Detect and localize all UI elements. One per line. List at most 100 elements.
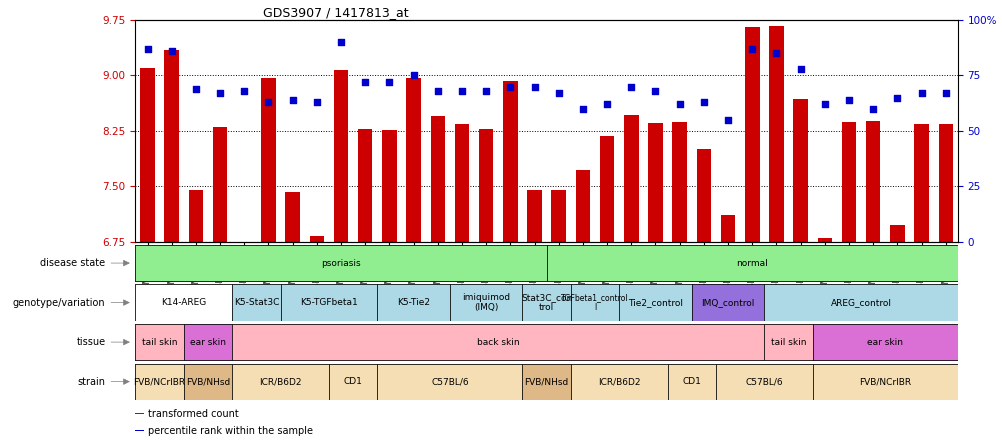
Point bbox=[526, 83, 542, 90]
Bar bbox=[720, 214, 734, 242]
Bar bbox=[812, 324, 957, 360]
Point bbox=[792, 65, 808, 72]
Bar bbox=[938, 123, 952, 242]
Point bbox=[574, 105, 590, 112]
Bar bbox=[599, 136, 614, 242]
Bar bbox=[793, 99, 807, 242]
Point bbox=[768, 50, 784, 57]
Bar bbox=[377, 364, 522, 400]
Bar bbox=[889, 225, 904, 242]
Point bbox=[236, 87, 253, 95]
Text: imiquimod
(IMQ): imiquimod (IMQ) bbox=[462, 293, 510, 312]
Point bbox=[598, 101, 614, 108]
Bar bbox=[570, 285, 618, 321]
Bar bbox=[135, 430, 144, 432]
Bar bbox=[188, 190, 203, 242]
Bar bbox=[522, 285, 570, 321]
Text: tissue: tissue bbox=[76, 337, 105, 347]
Bar bbox=[135, 413, 144, 414]
Text: back skin: back skin bbox=[477, 337, 519, 347]
Point bbox=[139, 45, 155, 52]
Bar bbox=[865, 121, 880, 242]
Text: ear skin: ear skin bbox=[189, 337, 225, 347]
Point bbox=[333, 39, 349, 46]
Bar bbox=[310, 236, 324, 242]
Text: IMQ_control: IMQ_control bbox=[700, 298, 754, 307]
Text: K5-Tie2: K5-Tie2 bbox=[397, 298, 430, 307]
Point bbox=[695, 99, 711, 106]
Point bbox=[478, 87, 494, 95]
Bar bbox=[503, 81, 517, 242]
Bar bbox=[358, 129, 372, 242]
Text: K14-AREG: K14-AREG bbox=[161, 298, 206, 307]
Bar bbox=[183, 324, 231, 360]
Bar bbox=[135, 324, 183, 360]
Point bbox=[816, 101, 832, 108]
Bar bbox=[623, 115, 638, 242]
Text: percentile rank within the sample: percentile rank within the sample bbox=[148, 426, 313, 436]
Bar bbox=[377, 285, 450, 321]
Bar bbox=[212, 127, 227, 242]
Bar bbox=[183, 364, 231, 400]
Text: AREG_control: AREG_control bbox=[830, 298, 891, 307]
Text: FVB/NHsd: FVB/NHsd bbox=[185, 377, 229, 386]
Point bbox=[622, 83, 638, 90]
Point bbox=[550, 90, 566, 97]
Text: K5-TGFbeta1: K5-TGFbeta1 bbox=[300, 298, 358, 307]
Text: normal: normal bbox=[735, 258, 768, 268]
Point bbox=[261, 99, 277, 106]
Text: TGFbeta1_control
l: TGFbeta1_control l bbox=[561, 293, 628, 312]
Point bbox=[211, 90, 227, 97]
Point bbox=[502, 83, 518, 90]
Bar bbox=[430, 116, 445, 242]
Bar bbox=[382, 130, 396, 242]
Bar bbox=[135, 285, 231, 321]
Text: tail skin: tail skin bbox=[770, 337, 806, 347]
Bar bbox=[261, 78, 276, 242]
Text: psoriasis: psoriasis bbox=[321, 258, 361, 268]
Text: Stat3C_con
trol: Stat3C_con trol bbox=[520, 293, 572, 312]
Bar bbox=[769, 26, 783, 242]
Text: K5-Stat3C: K5-Stat3C bbox=[233, 298, 279, 307]
Point bbox=[187, 85, 203, 92]
Point bbox=[405, 72, 421, 79]
Text: strain: strain bbox=[77, 377, 105, 387]
Bar bbox=[329, 364, 377, 400]
Point bbox=[647, 87, 663, 95]
Text: ICR/B6D2: ICR/B6D2 bbox=[260, 377, 302, 386]
Bar bbox=[691, 285, 764, 321]
Bar bbox=[236, 242, 252, 244]
Bar bbox=[164, 50, 178, 242]
Bar bbox=[140, 68, 154, 242]
Text: genotype/variation: genotype/variation bbox=[13, 297, 105, 308]
Bar bbox=[570, 364, 667, 400]
Text: disease state: disease state bbox=[40, 258, 105, 268]
Bar bbox=[618, 285, 691, 321]
Bar bbox=[454, 123, 469, 242]
Bar bbox=[812, 364, 957, 400]
Bar bbox=[478, 129, 493, 242]
Point bbox=[937, 90, 953, 97]
Bar bbox=[334, 70, 348, 242]
Bar bbox=[231, 364, 329, 400]
Bar bbox=[231, 324, 764, 360]
Bar bbox=[546, 245, 957, 281]
Text: ICR/B6D2: ICR/B6D2 bbox=[597, 377, 640, 386]
Bar bbox=[450, 285, 522, 321]
Bar bbox=[527, 190, 541, 242]
Bar bbox=[522, 364, 570, 400]
Bar bbox=[231, 285, 281, 321]
Bar bbox=[817, 238, 832, 242]
Point bbox=[889, 94, 905, 101]
Bar bbox=[551, 190, 565, 242]
Point bbox=[357, 79, 373, 86]
Point bbox=[913, 90, 929, 97]
Point bbox=[671, 101, 687, 108]
Text: FVB/NCrIBR: FVB/NCrIBR bbox=[133, 377, 185, 386]
Bar bbox=[671, 122, 686, 242]
Point bbox=[719, 116, 735, 123]
Text: GDS3907 / 1417813_at: GDS3907 / 1417813_at bbox=[263, 6, 408, 19]
Bar bbox=[715, 364, 812, 400]
Bar bbox=[764, 285, 957, 321]
Bar bbox=[647, 123, 662, 242]
